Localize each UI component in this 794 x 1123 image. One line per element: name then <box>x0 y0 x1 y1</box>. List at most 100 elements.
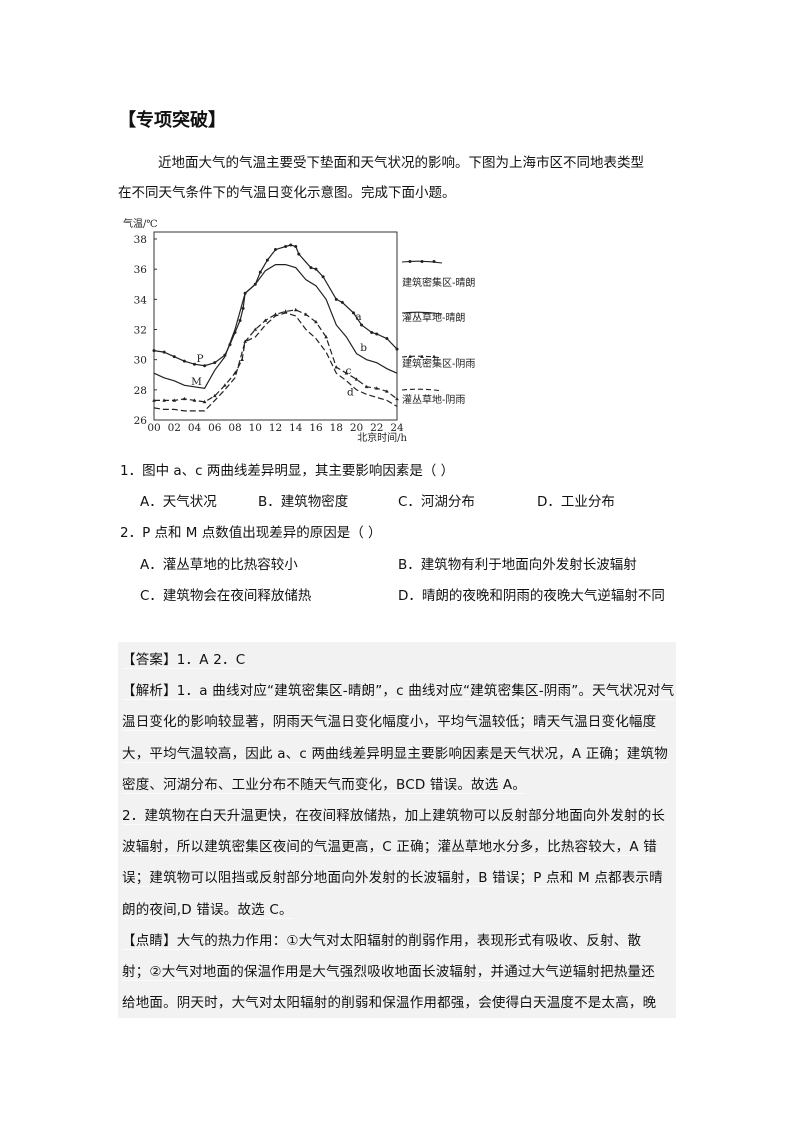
legend-label: 建筑密集区-晴朗 <box>402 276 475 289</box>
legend-marker <box>420 260 424 263</box>
data-point-c <box>354 377 359 381</box>
legend-label: 建筑密集区-阴雨 <box>402 357 475 370</box>
data-point-a <box>385 337 389 341</box>
data-point-a <box>203 364 207 368</box>
data-point-c <box>293 307 298 312</box>
data-point-c <box>182 396 187 401</box>
answer-line: 【点睛】大气的热力作用：①大气对太阳辐射的削弱作用，表现形式有吸收、反射、散 <box>122 929 642 950</box>
q1-option-b[interactable]: B．建筑物密度 <box>258 494 349 510</box>
x-tick-label: 02 <box>168 422 181 434</box>
legend-label: 灌丛草地-阴雨 <box>402 393 465 406</box>
question-2-stem: 2．P 点和 M 点数值出现差异的原因是（ ） <box>120 525 382 541</box>
annotation-a: a <box>355 311 361 323</box>
data-point-a <box>309 266 313 270</box>
intro-line-2: 在不同天气条件下的气温日变化示意图。完成下面小题。 <box>118 185 456 201</box>
q1-option-c[interactable]: C．河湖分布 <box>398 494 475 510</box>
data-point-c <box>395 396 399 401</box>
legend-swatch-b <box>401 311 443 315</box>
annotation-d: d <box>347 386 354 398</box>
data-point-c <box>223 383 227 387</box>
data-point-c <box>283 309 288 313</box>
q1-option-d[interactable]: D．工业分布 <box>537 494 615 510</box>
x-tick-label: 18 <box>330 422 343 434</box>
q2-option-d[interactable]: D．晴朗的夜晚和阴雨的夜晚大气逆辐射不同 <box>398 588 665 604</box>
answer-line: 给地面。阴天时，大气对太阳辐射的削弱和保温作用都强，会使得白天温度不是太高，晚 <box>122 995 657 1012</box>
data-point-c <box>212 393 217 398</box>
x-tick-label: 04 <box>188 422 202 434</box>
y-tick-label: 30 <box>134 355 147 367</box>
x-tick-label: 06 <box>208 422 222 434</box>
data-point-a <box>314 267 318 271</box>
x-tick-label: 20 <box>350 422 363 434</box>
data-point-c <box>162 398 166 402</box>
legend-marker <box>408 260 412 263</box>
data-point-a <box>297 252 301 256</box>
x-tick-label: 16 <box>309 422 323 434</box>
answer-line: 【解析】1．a 曲线对应“建筑密集区-晴朗”，c 曲线对应“建筑密集区-阴雨”。… <box>122 679 675 701</box>
series-line-a <box>153 244 398 367</box>
data-point-a <box>172 355 176 359</box>
data-point-a <box>334 297 338 301</box>
y-tick-label: 38 <box>134 234 147 246</box>
x-tick-label: 24 <box>390 422 404 434</box>
y-tick-label: 26 <box>134 415 148 427</box>
data-point-a <box>321 275 325 279</box>
q2-option-a[interactable]: A．灌丛草地的比热容较小 <box>140 557 298 573</box>
data-point-a <box>241 306 245 310</box>
data-point-c <box>172 398 177 402</box>
data-point-a <box>182 359 186 363</box>
data-point-c <box>364 384 369 389</box>
data-point-a <box>351 311 355 315</box>
data-point-a <box>289 243 293 247</box>
data-point-a <box>274 248 277 252</box>
x-tick-label: 14 <box>289 422 303 434</box>
q2-option-b[interactable]: B．建筑物有利于地面向外发射长波辐射 <box>398 557 637 573</box>
answer-line: 大，平均气温较高，因此 a、c 两曲线差异明显主要影响因素是天气状况，A 正确；… <box>122 742 668 763</box>
legend-swatch-d <box>401 388 443 392</box>
data-point-a <box>213 361 217 365</box>
answer-line: 【答案】1．A 2．C <box>122 648 246 669</box>
y-tick-label: 36 <box>134 264 148 276</box>
data-point-a <box>238 318 242 322</box>
legend-marker <box>420 354 424 358</box>
data-point-c <box>152 398 156 402</box>
y-tick-label: 34 <box>134 294 148 306</box>
q2-option-c[interactable]: C．建筑物会在夜间释放储热 <box>140 588 312 604</box>
data-point-a <box>284 245 288 249</box>
data-point-c <box>192 398 197 402</box>
answer-line: 密度、河湖分布、工业分布不随天气而变化，BCD 错误。故选 A。 <box>122 773 527 794</box>
data-point-a <box>370 331 374 335</box>
data-point-c <box>273 312 278 316</box>
data-point-a <box>360 323 364 327</box>
series-line-c <box>154 309 398 403</box>
answer-line: 射；②大气对地面的保温作用是大气强烈吸收地面长波辐射，并通过大气逆辐射把热量还 <box>122 960 655 981</box>
data-point-c <box>253 327 258 331</box>
data-point-c <box>374 386 379 390</box>
y-tick-label: 32 <box>134 325 147 337</box>
data-point-a <box>152 349 156 353</box>
annotation-M: M <box>191 376 202 388</box>
section-title: 【专项突破】 <box>118 110 226 131</box>
data-point-a <box>375 332 379 336</box>
answer-line: 2．建筑物在白天升温更快，在夜间释放储热，加上建筑物可以反射部分地面向外发射的长 <box>122 804 666 825</box>
answer-line: 误；建筑物可以阻挡或反射部分地面向外发射的长波辐射，B 错误；P 点和 M 点都… <box>122 866 663 888</box>
annotation-b: b <box>360 342 367 354</box>
data-point-c <box>344 371 349 375</box>
data-point-c <box>314 319 318 324</box>
answer-line: 朗的夜间,D 错误。故选 C。 <box>122 898 293 919</box>
data-point-a <box>258 270 262 274</box>
q1-option-a[interactable]: A．天气状况 <box>140 494 217 510</box>
data-point-a <box>340 300 344 304</box>
x-tick-label: 12 <box>269 422 282 434</box>
plot-frame <box>153 231 398 421</box>
data-point-c <box>324 335 328 339</box>
data-point-a <box>294 245 298 249</box>
annotation-P: P <box>197 353 204 365</box>
data-point-c <box>202 399 207 404</box>
x-tick-label: 08 <box>228 422 241 434</box>
legend-marker <box>432 354 436 358</box>
data-point-c <box>304 312 308 316</box>
temperature-chart: 气温/℃ 北京时间/h 26 28 30 32 34 36 38 00 02 04 06 08 10 12 14… <box>123 217 475 444</box>
data-point-c <box>385 389 389 393</box>
data-point-c <box>243 339 247 343</box>
